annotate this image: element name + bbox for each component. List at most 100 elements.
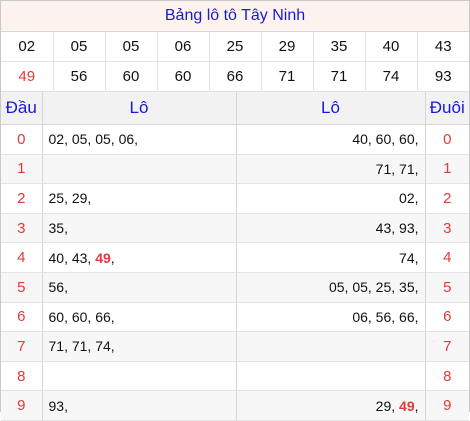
highlighted-number: 49 [399,397,415,414]
lo-number: 71, [399,160,419,177]
lo-number: 43, [375,220,400,237]
lo-number: 25, [375,279,400,296]
lo-number: 25, [48,190,72,207]
lo-left-cell: 25, 29, [42,183,237,214]
lo-number: 93, [48,397,68,414]
result-number: 06 [157,32,210,62]
result-numbers-table: 02 05 05 06 25 29 35 40 43 49 56 60 60 66 71 71 74 93 [1,32,469,92]
lo-number: 02, [399,190,419,207]
lo-number: 02, [48,131,72,148]
lo-left-cell: 93, [42,390,237,421]
duoi-digit: 5 [425,272,469,303]
table-title: Bảng lô tô Tây Ninh [1,1,469,32]
lo-number: 56, [48,279,68,296]
lo-number: 06, [118,131,139,148]
result-number: 29 [261,32,314,62]
lo-right-cell: 06, 56, 66, [236,302,426,333]
grid-row: 5 56, 05, 05, 25, 35, 5 [1,272,469,303]
duoi-digit: 4 [425,242,469,273]
lo-left-cell: 71, 71, 74, [42,331,237,362]
lo-right-cell: 71, 71, [236,154,426,185]
lo-left-cell: 35, [42,213,237,244]
grid-row: 9 93, 29, 49, 9 [1,390,469,421]
numbers-row-1: 02 05 05 06 25 29 35 40 43 [1,32,469,62]
lo-number: 60, [375,131,400,148]
result-number: 49 [1,61,54,92]
duoi-digit: 6 [425,302,469,333]
lo-number: 71, [48,338,72,355]
dau-digit: 5 [1,272,43,303]
lo-left-cell [42,154,237,185]
lo-number: 66, [399,308,419,325]
grid-row: 7 71, 71, 74, 7 [1,331,469,362]
result-number: 05 [105,32,158,62]
dau-digit: 9 [1,390,43,421]
result-number: 71 [313,61,366,92]
lo-right-cell: 74, [236,242,426,273]
result-number: 05 [53,32,106,62]
lo-number: 40, [352,131,376,148]
lo-left-cell: 02, 05, 05, 06, [42,124,237,155]
duoi-digit: 3 [425,213,469,244]
dau-digit: 8 [1,361,43,392]
lo-number: 66, [95,308,115,325]
result-number: 35 [313,32,366,62]
lo-number: 60, [399,131,419,148]
lo-left-cell: 56, [42,272,237,303]
lo-left-cell: 60, 60, 66, [42,302,237,333]
dau-digit: 4 [1,242,43,273]
lo-number: 74, [399,249,419,266]
lo-right-cell [236,331,426,362]
lo-number: 05, [328,279,353,296]
duoi-digit: 7 [425,331,469,362]
dau-digit: 6 [1,302,43,333]
result-number: 74 [365,61,418,92]
lo-right-cell: 40, 60, 60, [236,124,426,155]
grid-row: 6 60, 60, 66, 06, 56, 66, 6 [1,302,469,333]
duoi-digit: 0 [425,124,469,155]
lo-number: 05, [71,131,96,148]
numbers-row-2: 49 56 60 60 66 71 71 74 93 [1,61,469,92]
grid-row: 0 02, 05, 05, 06, 40, 60, 60, 0 [1,124,469,155]
lo-number: 05, [352,279,376,296]
lo-number: , [414,397,419,414]
lo-number: 93, [399,220,419,237]
lo-number: 06, [352,308,376,325]
lo-number: 29, [71,190,92,207]
lo-left-cell: 40, 43, 49, [42,242,237,273]
lo-number: , [110,249,115,266]
dau-digit: 2 [1,183,43,214]
grid-row: 4 40, 43, 49, 74, 4 [1,242,469,273]
grid-row: 2 25, 29, 02, 2 [1,183,469,214]
result-number: 71 [261,61,314,92]
duoi-digit: 2 [425,183,469,214]
lo-number: 74, [95,338,115,355]
result-number: 25 [209,32,262,62]
lo-number: 40, [48,249,72,266]
result-number: 56 [53,61,106,92]
lo-right-cell: 43, 93, [236,213,426,244]
header-lo-left: Lô [42,92,237,125]
dau-digit: 0 [1,124,43,155]
grid-row: 3 35, 43, 93, 3 [1,213,469,244]
grid-body: 0 02, 05, 05, 06, 40, 60, 60, 0 1 71, 71, 1… [1,124,469,421]
lo-number: 05, [95,131,119,148]
grid-row: 1 71, 71, 1 [1,154,469,185]
duoi-digit: 9 [425,390,469,421]
lo-number: 56, [375,308,400,325]
duoi-digit: 1 [425,154,469,185]
result-number: 43 [417,32,469,62]
lo-number: 60, [71,308,96,325]
header-duoi: Đuôi [425,92,469,125]
lo-number: 60, [48,308,72,325]
lo-number: 29, [375,397,400,414]
lo-number: 43, [71,249,96,266]
lo-right-cell: 02, [236,183,426,214]
result-number: 93 [417,61,469,92]
lo-right-cell: 29, 49, [236,390,426,421]
header-lo-right: Lô [236,92,426,125]
highlighted-number: 49 [95,249,111,266]
grid-header: Đầu Lô Lô Đuôi [1,92,469,125]
